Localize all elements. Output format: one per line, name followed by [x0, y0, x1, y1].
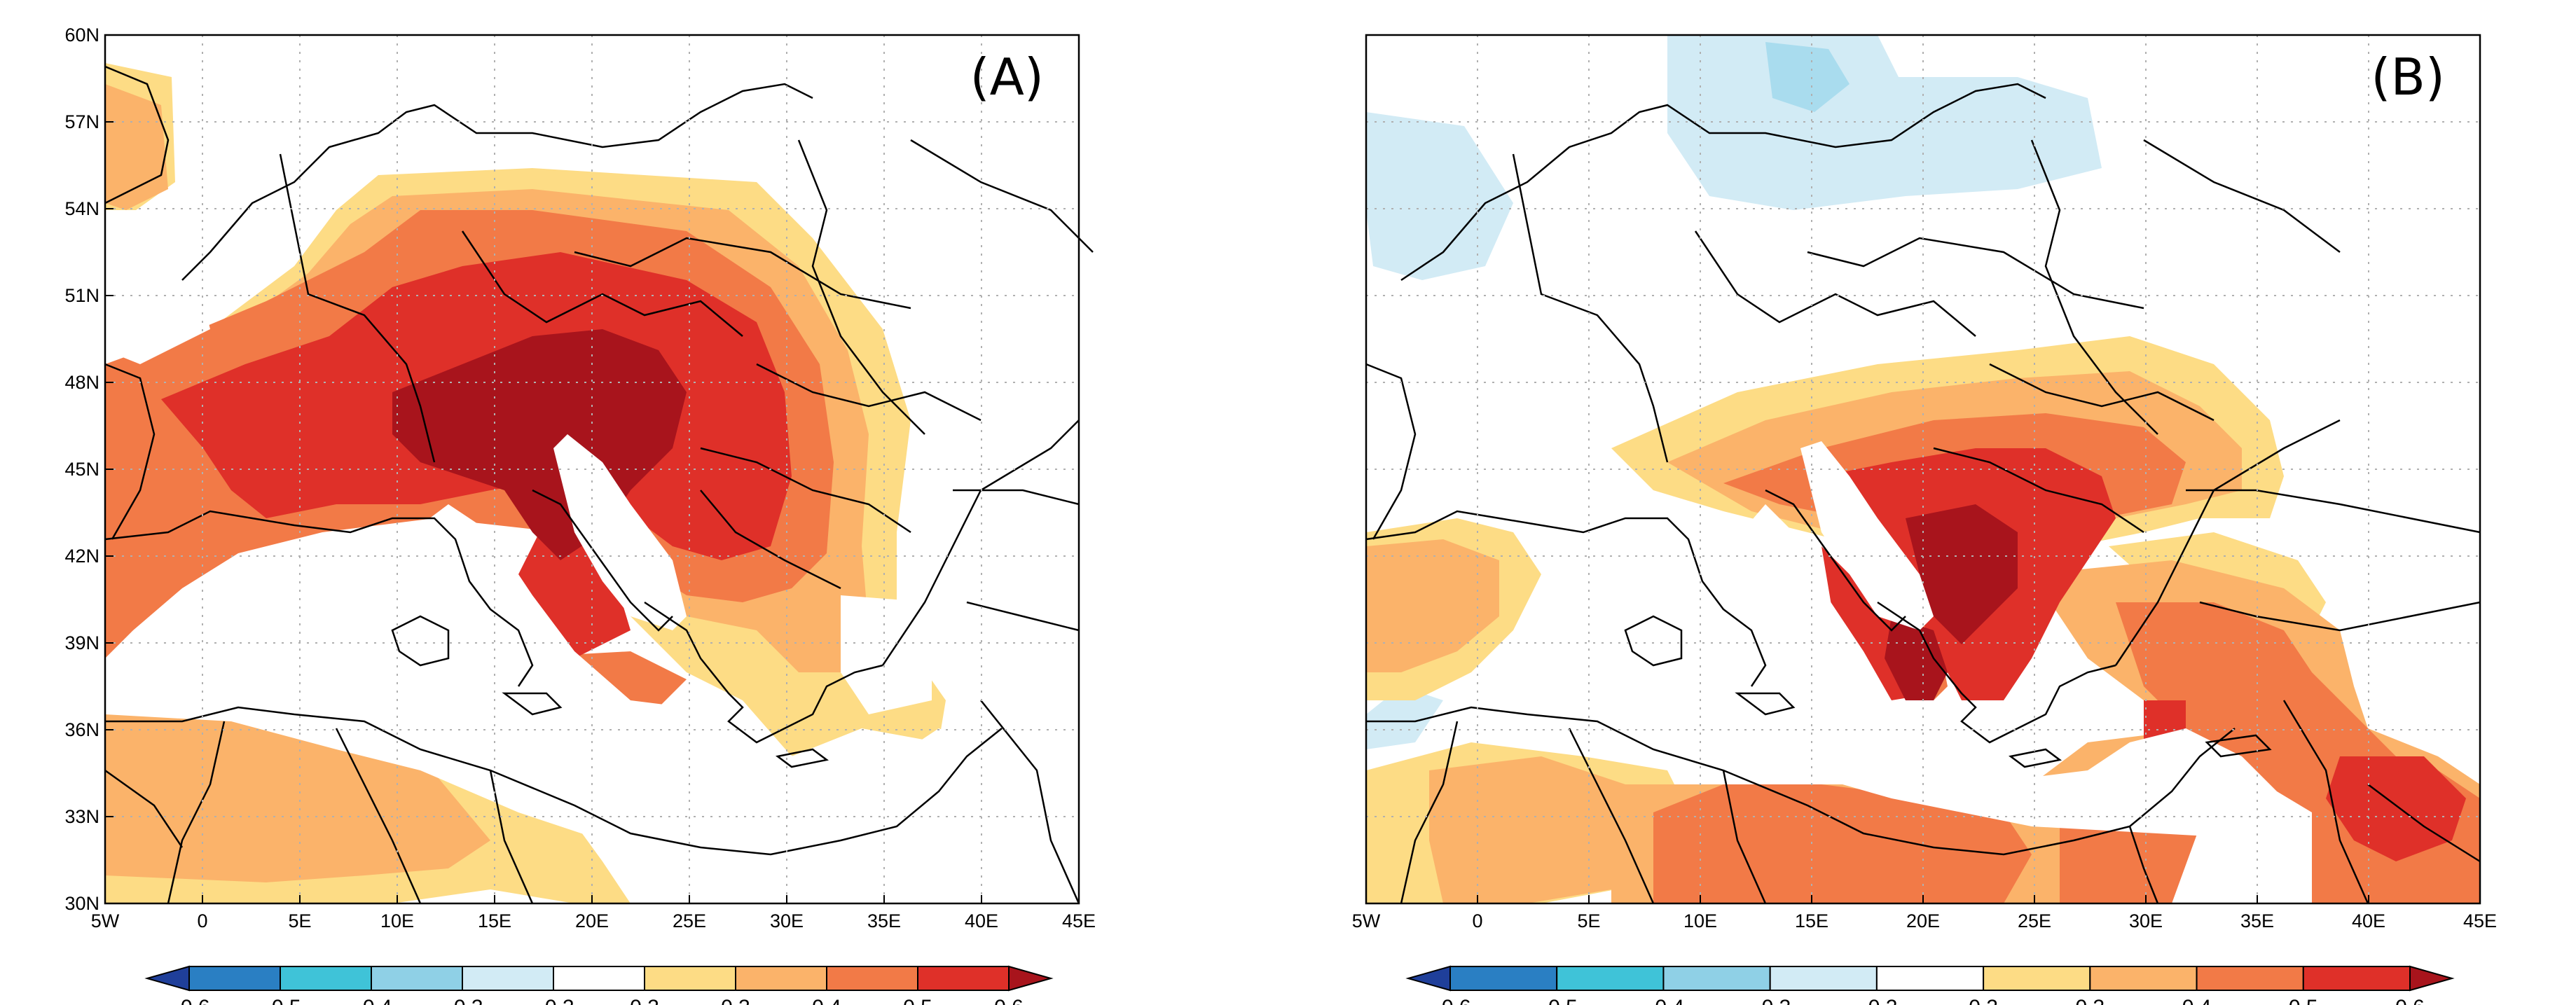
- panel-b-x-tick-label: 15E: [1795, 910, 1828, 931]
- colorbar-label: −0.5: [259, 996, 301, 1005]
- panel-a-y-tick-label: 30N: [64, 893, 99, 914]
- panel-b-coastlines: [1365, 83, 2481, 904]
- panel-a-y-tick-label: 45N: [64, 459, 99, 480]
- panel-a-grid: [105, 35, 1079, 903]
- colorbar-label: 0.6: [2395, 996, 2425, 1005]
- panel-b-colorbar: −0.6 −0.5 −0.4 −0.3 −0.2 0.2 0.3 0.4 0.5 0.6: [1405, 965, 2455, 1005]
- panel-b-x-tick-label: 45E: [2463, 910, 2497, 931]
- panel-b-x-tick-label: 0: [1472, 910, 1482, 931]
- panel-b-field-neg-0.3: [1765, 42, 1850, 112]
- panel-a-x-tick-label: 10E: [380, 910, 414, 931]
- panel-a-x-ticks: 5W 0 5E 10E 15E 20E 25E 30E 35E 40E 45E: [91, 895, 1096, 931]
- colorbar-segment: [553, 966, 645, 991]
- colorbar-label: 0.5: [903, 996, 932, 1005]
- colorbar-segment: [2089, 966, 2198, 991]
- colorbar-segment: [1662, 966, 1771, 991]
- panel-b-x-tick-label: 10E: [1683, 910, 1717, 931]
- colorbar-segment: [1556, 966, 1665, 991]
- panel-a-x-tick-label: 5E: [288, 910, 311, 931]
- panel-a-y-tick-label: 51N: [64, 285, 99, 306]
- colorbar-label: 0.5: [2289, 996, 2318, 1005]
- colorbar-label: −0.3: [1749, 996, 1791, 1005]
- colorbar-label: 0.4: [2182, 996, 2212, 1005]
- colorbar-segment: [280, 966, 372, 991]
- colorbar-segment: [917, 966, 1010, 991]
- panel-b-x-tick-label: 30E: [2129, 910, 2163, 931]
- panel-a-x-tick-label: 0: [197, 910, 207, 931]
- panel-a-x-tick-label: 25E: [673, 910, 706, 931]
- panel-a-y-tick-label: 60N: [64, 25, 99, 46]
- colorbar-segment: [2302, 966, 2411, 991]
- colorbar-segment: [188, 966, 281, 991]
- colorbar-label: −0.2: [532, 996, 574, 1005]
- colorbar-label: −0.4: [1643, 996, 1684, 1005]
- panel-b-field-neg-0.2: [1366, 35, 2102, 749]
- panel-b-x-tick-label: 25E: [2018, 910, 2051, 931]
- colorbar-segment: [462, 966, 554, 991]
- colorbar-label: −0.6: [1429, 996, 1470, 1005]
- panel-a-x-tick-label: 35E: [867, 910, 901, 931]
- colorbar-segment: [2196, 966, 2304, 991]
- panel-a-coastlines: [104, 65, 1094, 904]
- colorbar-label: 0.6: [994, 996, 1024, 1005]
- panel-b-field-0.6: [1885, 504, 2018, 700]
- colorbar-segment: [1008, 965, 1054, 992]
- panel-a-colorbar: −0.6 −0.5 −0.4 −0.3 −0.2 0.2 0.3 0.4 0.5 0.6: [144, 965, 1054, 1005]
- panel-a-y-tick-label: 42N: [64, 546, 99, 567]
- colorbar-label: −0.2: [1856, 996, 1897, 1005]
- colorbar-label: −0.4: [350, 996, 392, 1005]
- panel-b-grid: [1366, 35, 2480, 903]
- colorbar-segment: [144, 965, 190, 992]
- panel-b-x-tick-label: 20E: [1906, 910, 1940, 931]
- colorbar-segment: [1875, 966, 1985, 991]
- colorbar-label: 0.3: [2075, 996, 2105, 1005]
- colorbar-label: −0.5: [1536, 996, 1578, 1005]
- panel-a-x-tick-label: 15E: [478, 910, 511, 931]
- panel-a-x-tick-label: 40E: [965, 910, 998, 931]
- panel-a-y-tick-label: 57N: [64, 111, 99, 132]
- panel-b-field-0.4: [1653, 413, 2480, 903]
- colorbar-segment: [1983, 966, 2091, 991]
- panel-b-x-tick-label: 5W: [1352, 910, 1381, 931]
- colorbar-segment: [1769, 966, 1878, 991]
- colorbar-segment: [735, 966, 827, 991]
- panel-b-x-tick-label: 35E: [2240, 910, 2274, 931]
- panel-a-x-tick-label: 45E: [1062, 910, 1096, 931]
- panel-b-x-ticks: 5W 0 5E 10E 15E 20E 25E 30E 35E 40E 45E: [1352, 895, 2497, 931]
- colorbar-label: 0.4: [812, 996, 841, 1005]
- colorbar-segment: [644, 966, 736, 991]
- panel-a-y-ticks: 60N 57N 54N 51N 48N 45N 42N 39N 36N 33N 30N: [64, 25, 113, 914]
- colorbar-segment: [1405, 965, 1451, 992]
- panel-b-x-tick-label: 5E: [1577, 910, 1600, 931]
- panel-a-y-tick-label: 39N: [64, 632, 99, 653]
- panel-a-shading: [105, 63, 946, 903]
- panel-a-y-tick-label: 48N: [64, 372, 99, 393]
- panel-a-y-tick-label: 36N: [64, 719, 99, 740]
- panel-a-y-tick-label: 33N: [64, 806, 99, 827]
- colorbar-label: −0.3: [441, 996, 483, 1005]
- colorbar-segment: [826, 966, 918, 991]
- panel-a-x-tick-label: 5W: [91, 910, 120, 931]
- colorbar-label: −0.6: [168, 996, 209, 1005]
- colorbar-segment: [2409, 965, 2455, 992]
- colorbar-segment: [371, 966, 463, 991]
- colorbar-label: 0.2: [1969, 996, 1998, 1005]
- panel-a-x-tick-label: 20E: [575, 910, 609, 931]
- panel-a-x-tick-label: 30E: [770, 910, 804, 931]
- colorbar-segment: [1449, 966, 1558, 991]
- panel-b-sea-mask: [1485, 441, 2284, 840]
- colorbar-label: 0.3: [721, 996, 750, 1005]
- colorbar-label: 0.2: [630, 996, 659, 1005]
- panel-a-y-tick-label: 54N: [64, 198, 99, 219]
- panel-a-label: (A): [970, 48, 1044, 106]
- panel-b-x-tick-label: 40E: [2352, 910, 2385, 931]
- panel-a-map: 5W 0 5E 10E 15E 20E 25E 30E 35E 40E 45E 60N 57N 54N 5…: [64, 25, 1096, 1005]
- panel-b-label: (B): [2371, 48, 2445, 106]
